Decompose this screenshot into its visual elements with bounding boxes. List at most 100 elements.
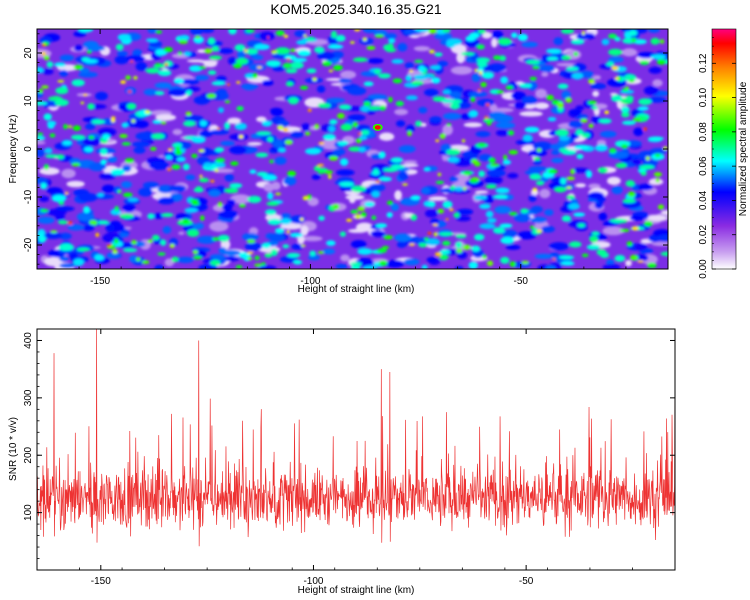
heatmap-cell bbox=[546, 48, 562, 54]
heatmap-cell bbox=[656, 59, 667, 65]
heatmap-cell bbox=[614, 76, 619, 80]
heatmap-cell bbox=[396, 241, 407, 248]
heatmap-cell bbox=[561, 90, 571, 100]
heatmap-cell bbox=[500, 256, 510, 264]
heatmap-cell bbox=[423, 74, 434, 79]
heatmap-cell bbox=[100, 159, 107, 165]
heatmap-cell bbox=[121, 122, 129, 128]
heatmap-cell bbox=[199, 120, 208, 127]
heatmap-cell bbox=[580, 118, 588, 123]
heatmap-cell bbox=[236, 105, 244, 112]
heatmap-cell bbox=[442, 124, 453, 136]
heatmap-cell bbox=[317, 170, 325, 174]
heatmap-cell bbox=[235, 265, 243, 269]
heatmap-cell bbox=[117, 189, 122, 194]
heatmap-cell bbox=[548, 130, 558, 137]
heatmap-cell bbox=[257, 66, 262, 69]
heatmap-cell bbox=[632, 118, 642, 122]
heatmap-cell bbox=[167, 167, 171, 171]
heatmap-cell bbox=[349, 197, 356, 204]
heatmap-cell bbox=[497, 37, 512, 46]
heatmap-cell bbox=[414, 59, 424, 64]
heatmap-cell bbox=[354, 29, 361, 32]
heatmap-cell bbox=[189, 65, 203, 72]
heatmap-cell bbox=[236, 81, 241, 84]
heatmap-cell bbox=[115, 43, 124, 51]
heatmap-cell bbox=[203, 162, 213, 168]
heatmap-cell bbox=[111, 118, 116, 123]
heatmap-cell bbox=[550, 143, 563, 150]
heatmap-cell bbox=[491, 30, 504, 39]
heatmap-cell bbox=[437, 208, 445, 214]
heatmap-cell bbox=[371, 190, 381, 198]
heatmap-cell bbox=[477, 98, 495, 107]
heatmap-cell bbox=[317, 102, 331, 109]
heatmap-cell bbox=[234, 122, 247, 130]
heatmap-cell bbox=[308, 254, 320, 261]
heatmap-cell bbox=[487, 218, 497, 223]
heatmap-cell bbox=[312, 77, 317, 82]
heatmap-y-tick-label: 20 bbox=[23, 47, 34, 59]
heatmap-cell bbox=[539, 188, 551, 199]
heatmap-cell bbox=[397, 42, 408, 52]
heatmap-cell bbox=[470, 145, 482, 155]
heatmap-cell bbox=[59, 232, 72, 240]
heatmap-cell bbox=[37, 136, 46, 141]
heatmap-cell bbox=[577, 223, 586, 228]
heatmap-cell bbox=[463, 170, 472, 176]
heatmap-cell bbox=[395, 100, 404, 107]
heatmap-cell bbox=[529, 76, 537, 81]
snr-y-tick-label: 400 bbox=[23, 332, 34, 349]
heatmap-cell bbox=[84, 146, 94, 153]
heatmap-cell bbox=[514, 214, 531, 223]
heatmap-cell bbox=[523, 102, 536, 110]
heatmap-cell bbox=[227, 117, 241, 125]
heatmap-cell bbox=[475, 131, 491, 138]
heatmap-cell bbox=[565, 97, 572, 103]
heatmap-cell bbox=[317, 163, 324, 167]
heatmap-cell bbox=[136, 257, 141, 262]
heatmap-cell bbox=[95, 91, 108, 101]
heatmap-cell bbox=[267, 218, 282, 226]
heatmap-cell bbox=[145, 67, 160, 74]
heatmap-cell bbox=[290, 48, 296, 53]
heatmap-cell bbox=[57, 220, 68, 225]
heatmap-cell bbox=[135, 241, 146, 248]
heatmap-x-axis-label: Height of straight line (km) bbox=[298, 284, 415, 295]
heatmap-cell bbox=[587, 191, 605, 200]
colorbar-tick-label: 0.04 bbox=[698, 190, 709, 210]
heatmap-cell bbox=[224, 100, 231, 104]
heatmap-cell bbox=[375, 223, 388, 229]
heatmap-cell bbox=[119, 213, 134, 220]
heatmap-cell bbox=[507, 130, 515, 136]
heatmap-cell bbox=[42, 68, 54, 75]
heatmap-cell bbox=[65, 191, 69, 195]
heatmap-cell bbox=[155, 114, 177, 121]
heatmap-cell bbox=[244, 48, 259, 55]
heatmap-cell bbox=[296, 40, 308, 45]
heatmap-cell bbox=[529, 173, 542, 180]
heatmap-cell bbox=[198, 66, 207, 70]
heatmap-cell bbox=[177, 256, 194, 264]
heatmap-cell bbox=[146, 38, 159, 43]
heatmap-cell bbox=[267, 36, 270, 39]
heatmap-cell bbox=[500, 236, 515, 244]
heatmap-cell bbox=[555, 129, 569, 137]
heatmap-cell bbox=[78, 29, 94, 33]
heatmap-cell bbox=[121, 142, 131, 146]
heatmap-cell bbox=[67, 224, 85, 231]
heatmap-cell bbox=[639, 164, 655, 170]
heatmap-cell bbox=[505, 244, 521, 250]
heatmap-cell bbox=[287, 170, 297, 177]
heatmap-cell bbox=[521, 41, 538, 48]
heatmap-cell bbox=[261, 79, 274, 86]
heatmap-cell bbox=[366, 106, 382, 111]
heatmap-cell bbox=[548, 242, 569, 251]
heatmap-cell bbox=[322, 133, 336, 141]
heatmap-cell bbox=[627, 191, 636, 198]
heatmap-cell bbox=[439, 249, 451, 255]
heatmap-cell bbox=[88, 162, 107, 172]
heatmap-cell bbox=[199, 174, 203, 178]
heatmap-cell bbox=[347, 114, 366, 121]
heatmap-cell bbox=[297, 49, 311, 57]
